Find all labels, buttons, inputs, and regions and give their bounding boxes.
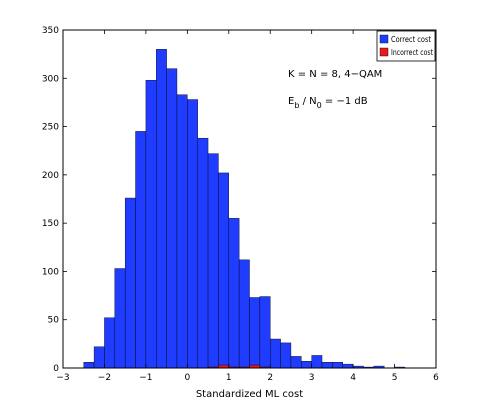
correct-bar bbox=[342, 363, 354, 369]
correct-bar bbox=[280, 342, 292, 369]
correct-bar bbox=[311, 355, 323, 369]
legend: Correct cost Incorrect cost bbox=[376, 30, 436, 62]
correct-bar bbox=[124, 197, 136, 369]
x-tick-label: 3 bbox=[309, 373, 315, 383]
x-axis: −3 −2 −1 0 1 2 3 4 5 6 bbox=[56, 30, 439, 383]
correct-bar bbox=[301, 361, 312, 369]
correct-bar bbox=[238, 259, 250, 369]
x-tick-label: 0 bbox=[184, 373, 190, 383]
x-tick-label: −1 bbox=[139, 373, 152, 383]
y-tick-label: 0 bbox=[53, 364, 59, 374]
correct-bar bbox=[114, 268, 126, 369]
legend-label-incorrect: Incorrect cost bbox=[391, 48, 433, 57]
correct-bar bbox=[156, 49, 167, 369]
correct-bar bbox=[259, 296, 271, 369]
x-tick-label: 2 bbox=[267, 373, 273, 383]
x-tick-label: 4 bbox=[350, 373, 356, 383]
correct-bar bbox=[93, 346, 105, 369]
legend-label-correct: Correct cost bbox=[391, 35, 431, 44]
y-tick-label: 300 bbox=[42, 74, 59, 84]
x-tick-label: 6 bbox=[433, 373, 439, 383]
correct-bar bbox=[270, 338, 281, 369]
x-tick-label: 5 bbox=[392, 373, 398, 383]
correct-bar bbox=[332, 362, 343, 369]
correct-bar bbox=[176, 94, 188, 369]
x-tick-label: 1 bbox=[226, 373, 232, 383]
correct-cost-bars bbox=[83, 49, 406, 369]
y-tick-label: 150 bbox=[42, 219, 59, 229]
correct-bar bbox=[228, 218, 240, 369]
legend-swatch-incorrect bbox=[379, 47, 389, 57]
correct-bar bbox=[218, 172, 229, 369]
correct-bar bbox=[83, 362, 95, 369]
correct-bar bbox=[104, 317, 116, 369]
correct-bar bbox=[145, 80, 157, 369]
correct-bar bbox=[135, 131, 147, 369]
annotation-n0: / N bbox=[299, 96, 316, 107]
legend-swatch-correct bbox=[379, 34, 389, 44]
y-tick-label: 100 bbox=[42, 267, 59, 277]
annotation-n0-sub: 0 bbox=[317, 101, 322, 110]
annotation-value: = −1 dB bbox=[322, 96, 368, 107]
y-tick-label: 50 bbox=[48, 316, 60, 326]
correct-bar bbox=[166, 68, 178, 369]
y-tick-label: 350 bbox=[42, 26, 59, 36]
correct-bar bbox=[207, 153, 219, 369]
annotation-eb-sub: b bbox=[294, 101, 299, 110]
x-tick-label: −2 bbox=[98, 373, 111, 383]
correct-bar bbox=[249, 297, 261, 369]
plot-frame bbox=[62, 29, 437, 369]
x-tick-label: −3 bbox=[56, 373, 69, 383]
y-tick-label: 250 bbox=[42, 123, 59, 133]
x-axis-title: Standardized ML cost bbox=[196, 389, 303, 400]
correct-bar bbox=[197, 137, 209, 369]
correct-bar bbox=[321, 362, 333, 369]
annotation-eb: E bbox=[288, 96, 294, 107]
annotation: K = N = 8, 4−QAM Eb / N0 = −1 dB bbox=[288, 69, 382, 110]
correct-bar bbox=[290, 356, 302, 369]
y-axis: 0 50 100 150 200 250 300 350 bbox=[42, 26, 436, 374]
annotation-line-1: K = N = 8, 4−QAM bbox=[288, 69, 382, 80]
correct-bar bbox=[187, 99, 198, 369]
annotation-line-2: Eb / N0 = −1 dB bbox=[288, 96, 368, 110]
y-tick-label: 200 bbox=[42, 171, 59, 181]
